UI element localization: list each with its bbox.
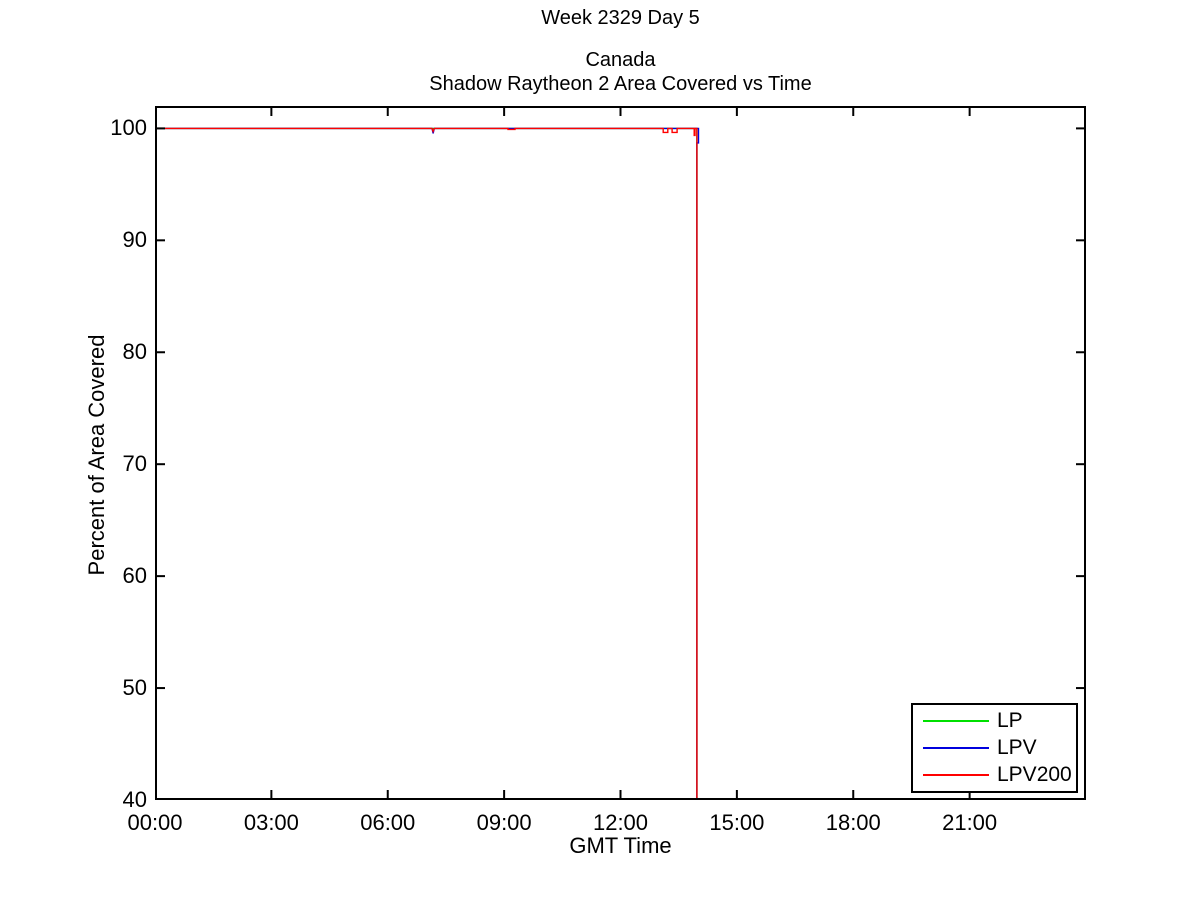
- legend-label-lpv: LPV: [997, 735, 1037, 759]
- lp-line-swatch: [923, 719, 989, 722]
- x-tick-label: 00:00: [127, 810, 183, 835]
- y-tick-label: 100: [110, 115, 147, 141]
- x-tick-label: 15:00: [709, 810, 765, 835]
- lpv200-line-swatch: [923, 774, 989, 777]
- x-tick-label: 18:00: [825, 810, 881, 835]
- series-line-lpv: [155, 127, 700, 800]
- x-tick-label: 09:00: [476, 810, 532, 835]
- lpv-line-swatch: [923, 746, 989, 749]
- legend-entry-lpv: LPV: [923, 735, 1076, 759]
- x-axis-label: GMT Time: [569, 833, 672, 858]
- series-line-lpv200: [155, 127, 698, 800]
- plot-area: [155, 106, 1086, 800]
- y-tick-label: 90: [122, 227, 147, 253]
- y-tick-label: 60: [122, 563, 147, 589]
- legend-label-lp: LP: [997, 708, 1023, 732]
- legend-label-lpv200: LPV200: [997, 763, 1072, 787]
- y-tick-label: 40: [122, 787, 147, 812]
- series-line-lp: [155, 127, 698, 800]
- y-tick-label: 80: [122, 339, 147, 365]
- legend-entry-lpv200: LPV200: [923, 764, 1076, 786]
- legend-entry-lp: LP: [923, 708, 1076, 732]
- y-tick-label: 50: [122, 675, 147, 701]
- x-tick-label: 21:00: [942, 810, 998, 835]
- x-tick-label: 03:00: [243, 810, 299, 835]
- legend-box: LP LPV LPV200: [911, 703, 1078, 793]
- x-tick-label: 12:00: [592, 810, 649, 835]
- y-tick-label: 70: [122, 451, 147, 477]
- chart-subtitle: Shadow Raytheon 2 Area Covered vs Time: [429, 73, 812, 95]
- figure-suptitle: Week 2329 Day 5: [541, 7, 700, 29]
- axes-box: [155, 106, 1086, 800]
- x-tick-label: 06:00: [360, 810, 416, 835]
- chart-title: Canada: [585, 49, 656, 71]
